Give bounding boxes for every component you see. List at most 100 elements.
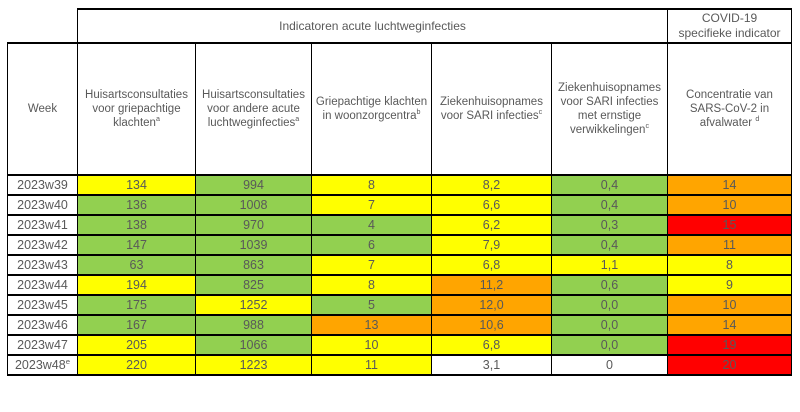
table-row: 2023w40 136 1008 7 6,6 0,4 10 — [7, 194, 792, 216]
data-cell: 0,0 — [551, 314, 668, 336]
data-cell: 6,2 — [431, 214, 552, 236]
data-cell: 15 — [667, 214, 792, 236]
group-header-covid-line2: specifieke indicator — [678, 26, 781, 40]
data-cell: 13 — [311, 314, 432, 336]
data-cell: 988 — [195, 314, 312, 336]
data-cell: 147 — [77, 234, 196, 256]
data-cell: 0,6 — [551, 274, 668, 296]
col-header-wastewater-sup: d — [755, 115, 760, 124]
data-cell: 825 — [195, 274, 312, 296]
data-cell: 0,0 — [551, 294, 668, 316]
column-header-row: Week Huisartsconsultaties voor griepacht… — [7, 42, 792, 176]
data-cell: 12,0 — [431, 294, 552, 316]
data-cell: 8 — [667, 254, 792, 276]
week-label: 2023w45 — [7, 294, 78, 316]
week-label: 2023w39 — [7, 174, 78, 196]
col-header-gp-flu-text: Huisartsconsultaties voor griepachtige k… — [85, 88, 188, 129]
data-cell: 175 — [77, 294, 196, 316]
data-cell: 9 — [667, 274, 792, 296]
col-header-wastewater: Concentratie van SARS-CoV-2 in afvalwate… — [667, 42, 792, 176]
week-label: 2023w47 — [7, 334, 78, 356]
data-cell: 0,4 — [551, 194, 668, 216]
corner-empty — [7, 9, 78, 43]
col-header-gp-other-text: Huisartsconsultaties voor andere acute l… — [202, 88, 305, 129]
data-cell: 7 — [311, 194, 432, 216]
table-header: Indicatoren acute luchtweginfecties COVI… — [7, 8, 792, 176]
data-cell: 0,4 — [551, 234, 668, 256]
data-cell: 136 — [77, 194, 196, 216]
col-header-carehomes-text: Griepachtige klachten in woonzorgcentra — [315, 95, 428, 122]
data-cell: 6,8 — [431, 334, 552, 356]
table-row: 2023w46 167 988 13 10,6 0,0 14 — [7, 314, 792, 336]
indicator-table: Indicatoren acute luchtweginfecties COVI… — [7, 8, 792, 376]
table-row: 2023w39 134 994 8 8,2 0,4 14 — [7, 174, 792, 196]
week-label: 2023w46 — [7, 314, 78, 336]
col-header-sari-text: Ziekenhuisopnames voor SARI infecties — [440, 95, 543, 122]
data-cell: 11 — [667, 234, 792, 256]
data-cell: 11,2 — [431, 274, 552, 296]
col-header-wastewater-text: Concentratie van SARS-CoV-2 in afvalwate… — [686, 88, 773, 129]
data-cell: 994 — [195, 174, 312, 196]
col-header-carehomes-sup: b — [416, 108, 421, 117]
col-header-sari: Ziekenhuisopnames voor SARI infectiesc — [431, 42, 552, 176]
data-cell: 14 — [667, 314, 792, 336]
data-cell: 205 — [77, 334, 196, 356]
data-cell: 1223 — [195, 354, 312, 376]
data-cell: 0,0 — [551, 334, 668, 356]
week-label: 2023w44 — [7, 274, 78, 296]
col-header-gp-other-sup: a — [295, 115, 300, 124]
group-header-covid-line1: COVID-19 — [701, 11, 758, 25]
data-cell: 0,4 — [551, 174, 668, 196]
col-header-gp-other: Huisartsconsultaties voor andere acute l… — [195, 42, 312, 176]
col-header-sari-severe-text: Ziekenhuisopnames voor SARI infecties me… — [558, 81, 661, 137]
group-header-covid: COVID-19 specifieke indicator — [667, 8, 792, 44]
data-cell: 10 — [667, 294, 792, 316]
table-row: 2023w45 175 1252 5 12,0 0,0 10 — [7, 294, 792, 316]
data-cell: 220 — [77, 354, 196, 376]
data-cell: 1039 — [195, 234, 312, 256]
data-cell: 19 — [667, 334, 792, 356]
table-row: 2023w48e 220 1223 11 3,1 0 20 — [7, 354, 792, 376]
data-cell: 5 — [311, 294, 432, 316]
col-header-week: Week — [7, 42, 78, 176]
data-cell: 7,9 — [431, 234, 552, 256]
data-cell: 194 — [77, 274, 196, 296]
week-label: 2023w40 — [7, 194, 78, 216]
data-cell: 1,1 — [551, 254, 668, 276]
data-cell: 8,2 — [431, 174, 552, 196]
data-cell: 1066 — [195, 334, 312, 356]
data-cell: 20 — [667, 354, 792, 376]
data-cell: 63 — [77, 254, 196, 276]
week-label: 2023w42 — [7, 234, 78, 256]
table-row: 2023w41 138 970 4 6,2 0,3 15 — [7, 214, 792, 236]
col-header-sari-severe-sup: c — [645, 122, 649, 131]
data-cell: 863 — [195, 254, 312, 276]
data-cell: 134 — [77, 174, 196, 196]
data-cell: 7 — [311, 254, 432, 276]
data-cell: 0,3 — [551, 214, 668, 236]
data-cell: 138 — [77, 214, 196, 236]
data-cell: 970 — [195, 214, 312, 236]
table-row: 2023w43 63 863 7 6,8 1,1 8 — [7, 254, 792, 276]
data-cell: 0 — [551, 354, 668, 376]
data-cell: 10 — [667, 194, 792, 216]
data-cell: 14 — [667, 174, 792, 196]
data-cell: 1252 — [195, 294, 312, 316]
data-cell: 10,6 — [431, 314, 552, 336]
col-header-sari-severe: Ziekenhuisopnames voor SARI infecties me… — [551, 42, 668, 176]
week-label: 2023w41 — [7, 214, 78, 236]
group-header-row: Indicatoren acute luchtweginfecties COVI… — [7, 8, 792, 44]
table-body: 2023w39 134 994 8 8,2 0,4 14 2023w40 136 1008 7 6,6… — [7, 174, 792, 376]
col-header-gp-flu: Huisartsconsultaties voor griepachtige k… — [77, 42, 196, 176]
col-header-gp-flu-sup: a — [155, 115, 160, 124]
week-label: 2023w48e — [7, 354, 78, 376]
data-cell: 6,6 — [431, 194, 552, 216]
week-label-sup: e — [65, 356, 71, 366]
week-label: 2023w43 — [7, 254, 78, 276]
data-cell: 6,8 — [431, 254, 552, 276]
table-row: 2023w42 147 1039 6 7,9 0,4 11 — [7, 234, 792, 256]
col-header-sari-sup: c — [538, 108, 543, 117]
data-cell: 167 — [77, 314, 196, 336]
table-row: 2023w44 194 825 8 11,2 0,6 9 — [7, 274, 792, 296]
